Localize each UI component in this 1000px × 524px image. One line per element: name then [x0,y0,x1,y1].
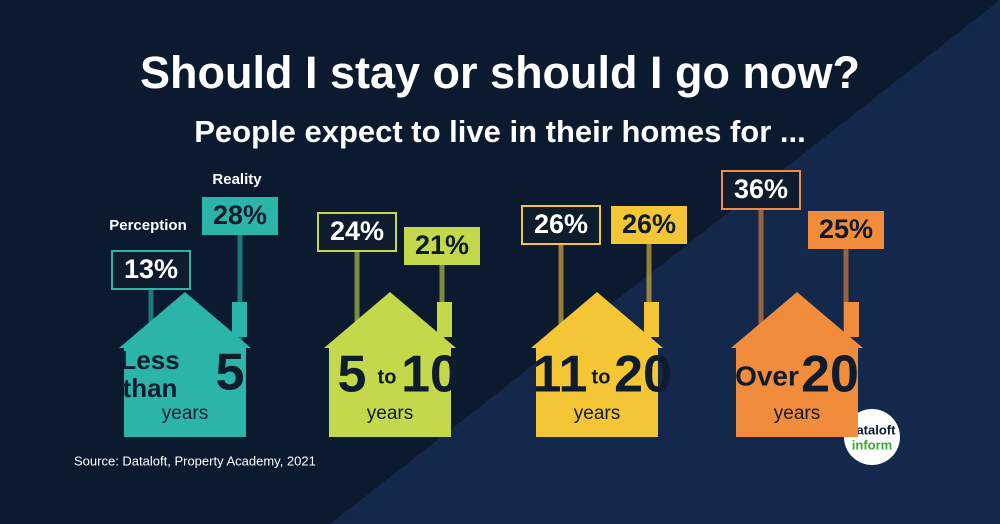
house-chimney [437,302,452,337]
house-body [329,346,451,437]
house-chimney [844,302,859,337]
logo-text: dataloft [849,422,897,437]
perception-value: 26% [534,209,588,239]
house-label: 5 [338,346,367,404]
reality-sign [404,227,480,265]
house-roof [324,292,456,348]
house-label: to [378,366,397,388]
house-label: 20 [801,346,859,404]
legend-perception: Perception [109,217,187,234]
logo-subtext: inform [852,437,892,452]
house-label: 10 [401,346,459,404]
house-chimney [644,302,659,337]
perception-sign [521,205,601,245]
reality-sign [611,206,687,244]
reality-value: 21% [415,230,469,260]
house-label: years [574,403,620,424]
house-label: Over [735,360,799,391]
reality-sign [202,197,278,235]
house-body [536,346,658,437]
house-label: than [123,373,178,403]
house-roof [731,292,863,348]
reality-value: 26% [622,209,676,239]
reality-sign [808,211,884,249]
house-roof [119,292,251,348]
perception-sign [721,170,801,210]
perception-value: 36% [734,174,788,204]
house-body [124,346,246,437]
perception-sign [111,250,191,290]
house-body [736,346,858,437]
perception-value: 13% [124,254,178,284]
house-label: years [162,403,208,424]
perception-value: 24% [330,216,384,246]
house-chimney [232,302,247,337]
house-label: years [774,403,820,424]
house-label: 11 [533,346,588,404]
house-roof [531,292,663,348]
subtitle: People expect to live in their homes for… [194,114,806,149]
reality-value: 28% [213,200,267,230]
house-label: 5 [216,344,245,402]
reality-value: 25% [819,214,873,244]
house-label: Less [120,345,179,375]
title: Should I stay or should I go now? [140,47,860,98]
house-label: to [592,366,611,388]
perception-sign [317,212,397,252]
source: Source: Dataloft, Property Academy, 2021 [74,453,316,468]
house-label: years [367,403,413,424]
house-label: 20 [614,346,672,404]
legend-reality: Reality [212,171,262,188]
